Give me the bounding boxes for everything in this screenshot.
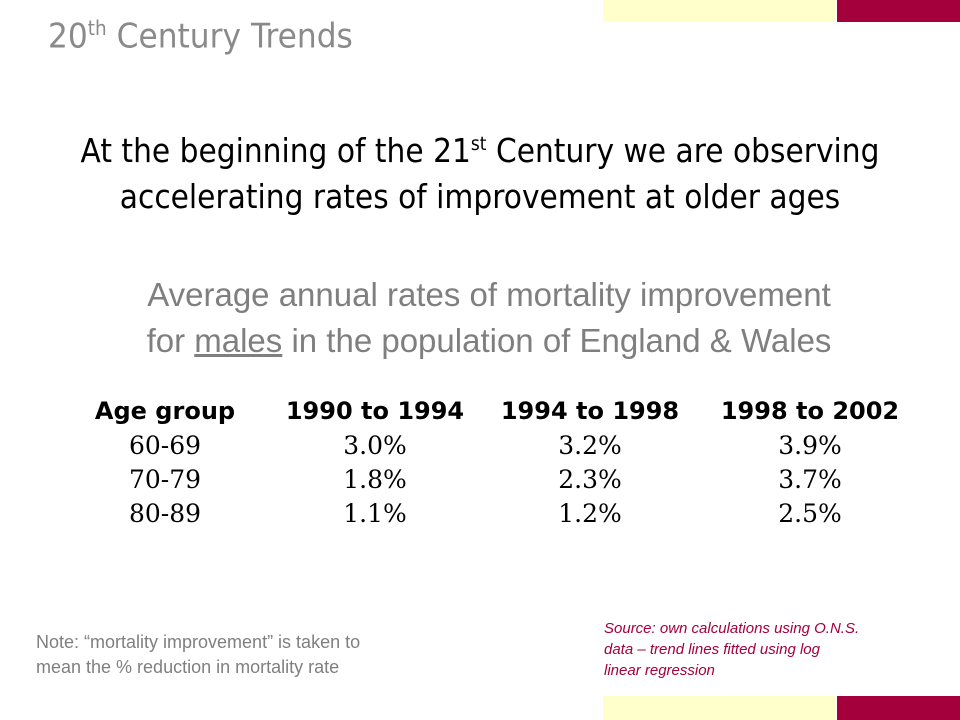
source-line-3: linear regression (604, 662, 715, 679)
table-cell: 60-69 (128, 430, 202, 460)
heading-line-1-end: Century we are observing (486, 131, 880, 170)
decor-bar-bottom-cream (603, 696, 835, 720)
table-row: 70-79 1.8% 2.3% 3.7% (60, 462, 920, 496)
decor-bar-bottom-red (837, 696, 960, 720)
subtitle-underlined-word: males (194, 322, 283, 359)
footnote-line-2: mean the % reduction in mortality rate (36, 657, 340, 677)
slide-title-superscript: th (87, 16, 107, 40)
table-cell: 3.7% (778, 464, 842, 494)
table-cell: 1.1% (343, 498, 407, 528)
slide-title-number: 20 (48, 16, 88, 57)
subtitle-line-1: Average annual rates of mortality improv… (147, 276, 831, 313)
table-cell: 1.2% (558, 498, 622, 528)
header-age-group: Age group (94, 397, 236, 425)
table-subtitle: Average annual rates of mortality improv… (0, 272, 960, 364)
subtitle-line-2-start: for (146, 322, 195, 359)
footnote-line-1: Note: “mortality improvement” is taken t… (36, 632, 361, 652)
slide-title: 20th Century Trends (48, 16, 353, 56)
table-cell: 70-79 (128, 464, 202, 494)
header-period-2: 1994 to 1998 (500, 397, 680, 425)
header-period-3: 1998 to 2002 (720, 397, 900, 425)
footnote: Note: “mortality improvement” is taken t… (36, 630, 496, 680)
heading-line-1-start: At the beginning of the 21 (80, 131, 471, 170)
source-line-2: data – trend lines fitted using log (604, 641, 820, 658)
heading-line-1: At the beginning of the 21st Century we … (48, 128, 912, 174)
heading-superscript: st (470, 133, 487, 155)
table-cell: 2.5% (778, 498, 842, 528)
subtitle-line-2-end: in the population of England & Wales (282, 322, 832, 359)
table-row: 80-89 1.1% 1.2% 2.5% (60, 496, 920, 530)
table-cell: 2.3% (558, 464, 622, 494)
source-citation: Source: own calculations using O.N.S. da… (604, 618, 944, 681)
header-period-1: 1990 to 1994 (285, 397, 465, 425)
mortality-rates-table: Age group 1990 to 1994 1994 to 1998 1998… (60, 394, 920, 530)
table-cell: 3.0% (343, 430, 407, 460)
table-cell: 3.2% (558, 430, 622, 460)
heading-line-2: accelerating rates of improvement at old… (119, 177, 841, 216)
table-cell: 80-89 (128, 498, 202, 528)
table-cell: 1.8% (343, 464, 407, 494)
table-header-row: Age group 1990 to 1994 1994 to 1998 1998… (60, 394, 920, 428)
decor-bar-top-red (837, 0, 960, 22)
table-row: 60-69 3.0% 3.2% 3.9% (60, 428, 920, 462)
slide-title-text: Century Trends (106, 16, 353, 57)
subtitle-line-2: for males in the population of England &… (0, 318, 960, 364)
table-cell: 3.9% (778, 430, 842, 460)
source-line-1: Source: own calculations using O.N.S. (604, 620, 860, 637)
decor-bar-top-cream (603, 0, 835, 22)
main-heading: At the beginning of the 21st Century we … (48, 128, 912, 220)
